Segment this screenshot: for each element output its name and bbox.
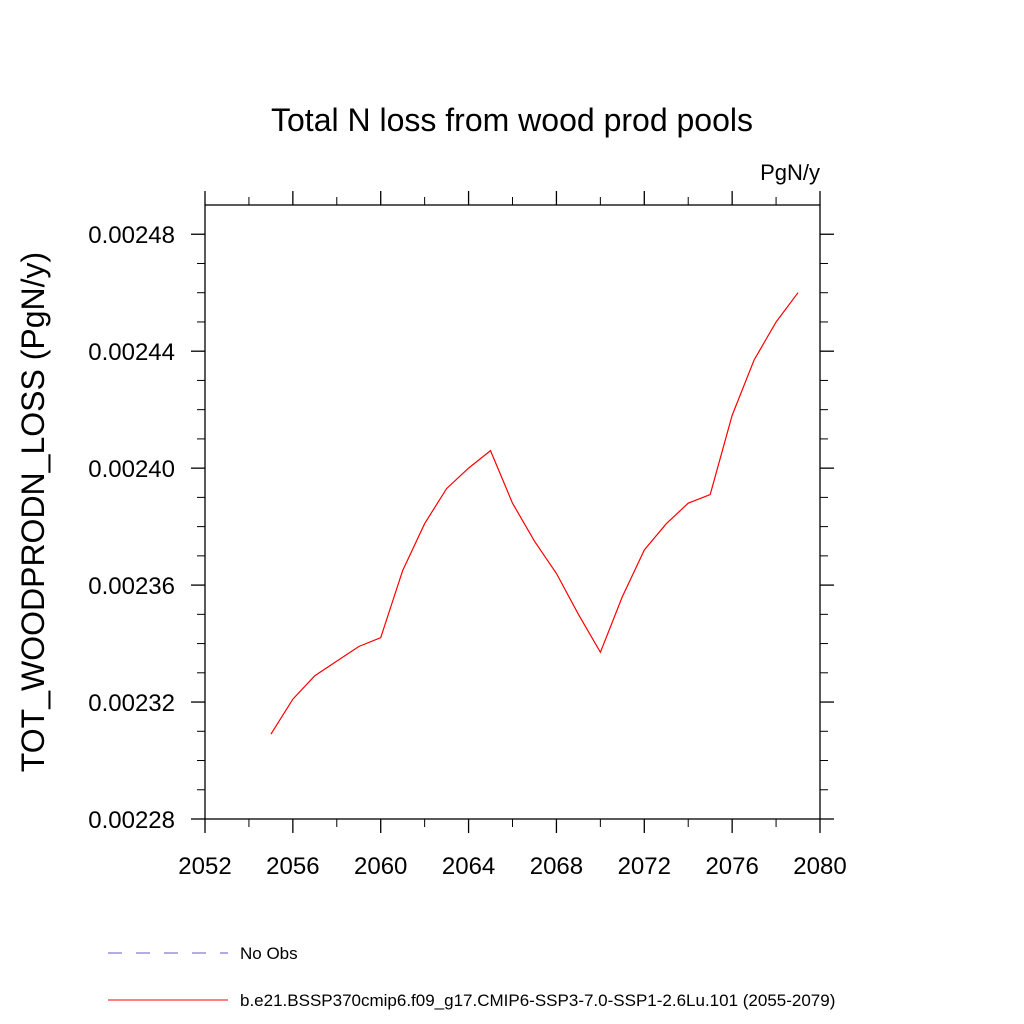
y-axis-label: TOT_WOODPRODN_LOSS (PgN/y) [15, 252, 51, 772]
series-layer [270, 292, 799, 735]
y-tick-label: 0.00248 [88, 222, 175, 249]
y-tick-label: 0.00236 [88, 573, 175, 600]
units-label: PgN/y [760, 160, 820, 185]
x-tick-label: 2052 [178, 853, 231, 880]
x-tick-label: 2076 [705, 853, 758, 880]
x-tick-label: 2068 [530, 853, 583, 880]
legend: No Obs b.e21.BSSP370cmip6.f09_g17.CMIP6-S… [108, 944, 835, 1010]
y-tick-label: 0.00240 [88, 456, 175, 483]
x-tick-label: 2064 [442, 853, 495, 880]
legend-label: No Obs [240, 944, 298, 963]
legend-label: b.e21.BSSP370cmip6.f09_g17.CMIP6-SSP3-7.… [240, 991, 835, 1010]
axis-ticks: 2052 2056 2060 2064 2068 2072 2076 2080 0.00228 0… [88, 191, 847, 880]
x-tick-label: 2080 [793, 853, 846, 880]
x-tick-label: 2072 [618, 853, 671, 880]
chart-title: Total N loss from wood prod pools [271, 102, 753, 138]
y-tick-label: 0.00228 [88, 807, 175, 834]
y-tick-label: 0.00232 [88, 690, 175, 717]
plot-frame [204, 204, 821, 820]
series-line [270, 292, 799, 735]
x-tick-label: 2060 [354, 853, 407, 880]
x-tick-label: 2056 [266, 853, 319, 880]
y-tick-label: 0.00244 [88, 339, 175, 366]
